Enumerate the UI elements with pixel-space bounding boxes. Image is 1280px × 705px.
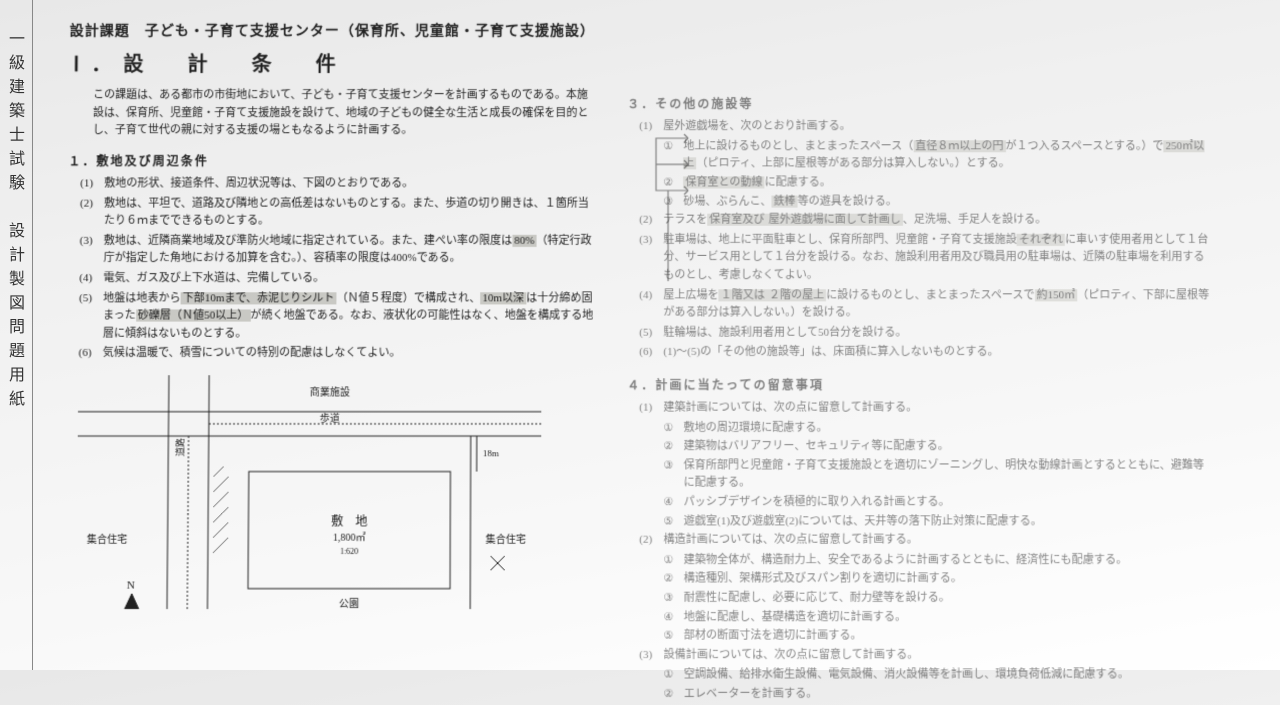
svg-text:1,800㎡: 1,800㎡ [333, 531, 366, 543]
list-item: (5)駐輪場は、施設利用者用として50台分を設ける。 [639, 324, 1213, 342]
handwritten-annotation-lines [648, 130, 708, 291]
section3-heading: ３．その他の施設等 [627, 95, 1211, 114]
two-column-body: この課題は、ある都市の市街地において、子ども・子育て支援センターを計画するもので… [63, 87, 1217, 705]
sub-list-item: ⑤遊戯室(1)及び遊戯室(2)については、天井等の落下防止対策に配慮する。 [663, 513, 1215, 531]
list-item: (2)テラスを保育室及び屋外遊戯場に面して計画し、足洗場、手足人を設ける。 [639, 212, 1212, 230]
site-plan-diagram: 商業施設 歩道 集合住宅 集合住宅 敷 地 1,800㎡ 1:620 公園 18… [76, 375, 541, 609]
section4-items: (1)建築計画については、次の点に留意して計画する。①敷地の周辺環境に配慮する。… [627, 400, 1217, 704]
list-item: (3)駐車場は、地上に平面駐車とし、保育所部門、児童館・子育て支援施設それぞれに… [639, 232, 1213, 285]
sub-list-item: ②エレベーターを計画する。 [664, 686, 1217, 704]
list-item: (4)屋上広場を１階又は２階の屋上に設けるものとし、まとまったスペースで約150… [639, 287, 1213, 323]
list-item: (6)気候は温暖で、積雪についての特別の配慮はしなくてよい。 [78, 345, 597, 363]
sub-list-item: ①建築物全体が、構造耐力上、安全であるように計画するとともに、経済性にも配慮する… [663, 552, 1215, 570]
section-main-title: Ⅰ．設 計 条 件 [73, 48, 1211, 77]
section1-items: (1)敷地の形状、接道条件、周辺状況等は、下図のとおりである。 (2)敷地は、平坦… [66, 175, 597, 363]
svg-text:公園: 公園 [339, 598, 359, 609]
section4-heading: ４．計画に当たっての留意事項 [627, 376, 1214, 395]
list-item: (1)敷地の形状、接道条件、周辺状況等は、下図のとおりである。 [80, 175, 597, 193]
sub-list-item: ③砂場、ぶらんこ、鉄棒等の遊具を設ける。 [663, 193, 1212, 211]
sub-list-item: ①敷地の周辺環境に配慮する。 [663, 419, 1214, 437]
list-item: (2)構造計画については、次の点に留意して計画する。 [639, 532, 1215, 550]
svg-text:敷 地: 敷 地 [331, 513, 367, 528]
divider-line [32, 0, 33, 670]
assignment-header: 設計課題 子ども・子育て支援センター（保育所、児童館・子育て支援施設） [70, 20, 1211, 40]
list-item: (2)敷地は、平坦で、道路及び隣地との高低差はないものとする。また、歩道の切り開… [80, 195, 597, 230]
left-column: この課題は、ある都市の市街地において、子ども・子育て支援センターを計画するもので… [63, 87, 597, 705]
list-item: (5)地盤は地表から下部10mまで、赤泥じりシルト（Ｎ値５程度）で構成され、10… [79, 290, 597, 343]
sub-list-item: ④地盤に配慮し、基礎構造を適切に計画する。 [663, 609, 1216, 627]
sub-list-item: ①地上に設けるものとし、まとまったスペース（直径８ｍ以上の円が１つ入るスペースと… [663, 138, 1211, 173]
section1-heading: １．敷地及び周辺条件 [68, 152, 597, 171]
list-item: (3)敷地は、近隣商業地域及び準防火地域に指定されている。また、建ぺい率の限度は… [79, 233, 597, 268]
svg-text:歩道: 歩道 [320, 412, 340, 425]
section3-items: (1)屋外遊戯場を、次のとおり計画する。 ①地上に設けるものとし、まとまったスペー… [627, 118, 1213, 362]
vertical-sidebar-label: 一級建築士試験 設計製図問題用紙 [6, 30, 26, 414]
sub-list-item: ②建築物はバリアフリー、セキュリティ等に配慮する。 [663, 438, 1214, 456]
sub-list-item: ②保育室との動線に配慮する。 [663, 174, 1212, 192]
list-item: (1)屋外遊戯場を、次のとおり計画する。 [639, 118, 1211, 136]
sub-list-item: ①空調設備、給排水衛生設備、電気設備、消火設備等を計画し、環境負荷低減に配慮する… [664, 667, 1217, 685]
svg-text:18m: 18m [483, 448, 499, 458]
list-item: (6)(1)〜(5)の「その他の施設等」は、床面積に算入しないものとする。 [639, 344, 1213, 362]
right-column: ３．その他の施設等 (1)屋外遊戯場を、次のとおり計画する。 ①地上に設けるものと… [627, 87, 1217, 705]
svg-text:集合住宅: 集合住宅 [486, 532, 526, 545]
sub-list-item: ②構造種別、架構形式及びスパン割りを適切に計画する。 [663, 571, 1215, 589]
svg-text:商業施設: 商業施設 [310, 385, 350, 398]
sub-list-item: ③保育所部門と児童館・子育て支援施設とを適切にゾーニングし、明快な動線計画とする… [663, 457, 1214, 493]
sub-list-item: ⑤部材の断面寸法を適切に計画する。 [664, 628, 1217, 646]
svg-text:道路: 道路 [174, 438, 185, 456]
list-item: (4)電気、ガス及び上下水道は、完備している。 [79, 270, 597, 288]
list-item: (3)設備計画については、次の点に留意して計画する。 [639, 647, 1216, 665]
document-page: 設計課題 子ども・子育て支援センター（保育所、児童館・子育て支援施設） Ⅰ．設 … [33, 0, 1247, 678]
sub-list-item: ④パッシブデザインを積極的に取り入れる計画とする。 [663, 494, 1215, 512]
svg-text:N: N [127, 579, 135, 591]
svg-text:集合住宅: 集合住宅 [87, 532, 127, 545]
list-item: (1)建築計画については、次の点に留意して計画する。 [639, 400, 1214, 418]
intro-paragraph: この課題は、ある都市の市街地において、子ども・子育て支援センターを計画するもので… [93, 87, 598, 140]
sub-list-item: ③耐震性に配慮し、必要に応じて、耐力壁等を設ける。 [663, 590, 1216, 608]
svg-text:1:620: 1:620 [340, 547, 358, 556]
